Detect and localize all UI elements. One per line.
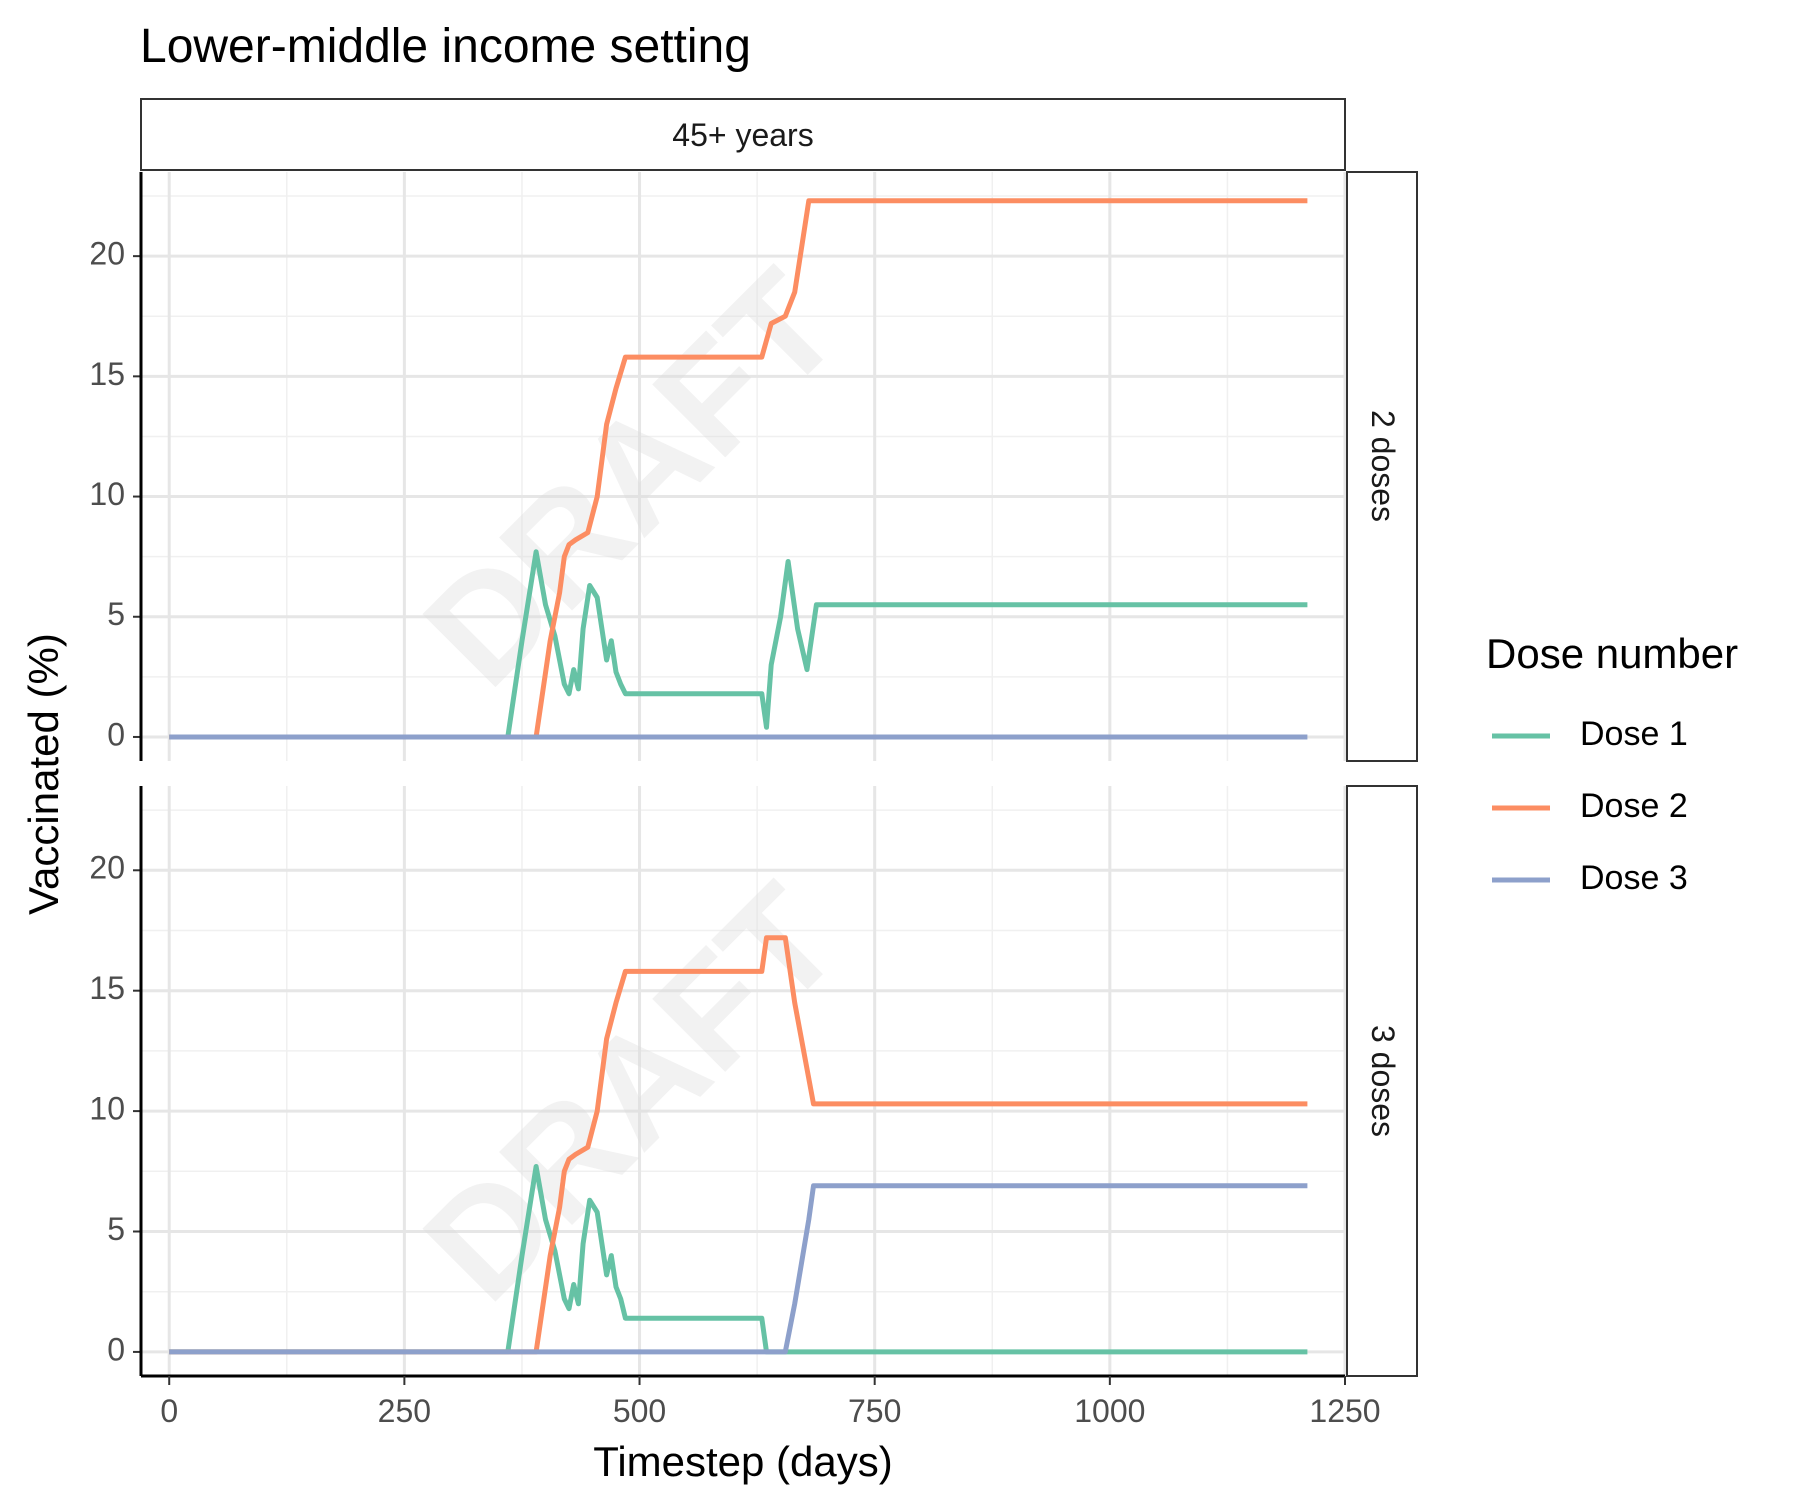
legend-title: Dose number <box>1486 630 1738 677</box>
x-axis-title: Timestep (days) <box>593 1438 893 1485</box>
x-tick-label: 1250 <box>1309 1393 1380 1429</box>
series-line-dose-2 <box>169 198 1308 740</box>
y-tick-label: 15 <box>89 356 125 392</box>
y-tick-label: 5 <box>107 1211 125 1247</box>
y-tick-label: 0 <box>107 1331 125 1367</box>
y-tick-label: 0 <box>107 716 125 752</box>
chart-title: Lower-middle income setting <box>140 20 751 73</box>
x-tick-label: 250 <box>378 1393 431 1429</box>
x-axis-ticks: 0 250 500 750 1000 1250 <box>160 1376 1381 1429</box>
row-facet-label-2-doses: 2 doses <box>1365 410 1401 522</box>
row-facet-strip-3-doses <box>1346 785 1418 1377</box>
minor-gridlines <box>141 786 1345 1376</box>
y-axis-title: Vaccinated (%) <box>20 633 67 915</box>
row-facet-strip-2-doses <box>1346 171 1418 762</box>
legend-label: Dose 1 <box>1580 715 1688 753</box>
series-lines <box>169 935 1308 1355</box>
x-tick-label: 1000 <box>1074 1393 1145 1429</box>
y-tick-label: 5 <box>107 596 125 632</box>
row-facet-label-3-doses: 3 doses <box>1365 1025 1401 1137</box>
y-tick-label: 10 <box>89 476 125 512</box>
series-line-dose-1 <box>169 1164 1308 1355</box>
series-line-dose-1 <box>169 549 1308 740</box>
y-tick-label: 20 <box>89 236 125 272</box>
y-tick-label: 15 <box>89 970 125 1006</box>
minor-gridlines <box>141 172 1345 761</box>
x-tick-label: 0 <box>160 1393 178 1429</box>
y-tick-label: 20 <box>89 850 125 886</box>
column-facet-label: 45+ years <box>672 117 813 153</box>
series-line-dose-2 <box>169 935 1308 1355</box>
series-lines <box>169 198 1308 740</box>
x-tick-label: 500 <box>613 1393 666 1429</box>
legend: Dose number Dose 1 Dose 2 Dose 3 <box>1486 630 1738 897</box>
column-facet-strip <box>140 98 1346 171</box>
x-tick-label: 750 <box>848 1393 901 1429</box>
y-tick-label: 10 <box>89 1091 125 1127</box>
legend-label: Dose 3 <box>1580 859 1688 897</box>
legend-label: Dose 2 <box>1580 787 1688 825</box>
y-axis-ticks: 0 5 10 15 20 <box>89 236 141 752</box>
y-axis-ticks: 0 5 10 15 20 <box>89 850 141 1367</box>
series-line-dose-3 <box>169 1183 1308 1355</box>
